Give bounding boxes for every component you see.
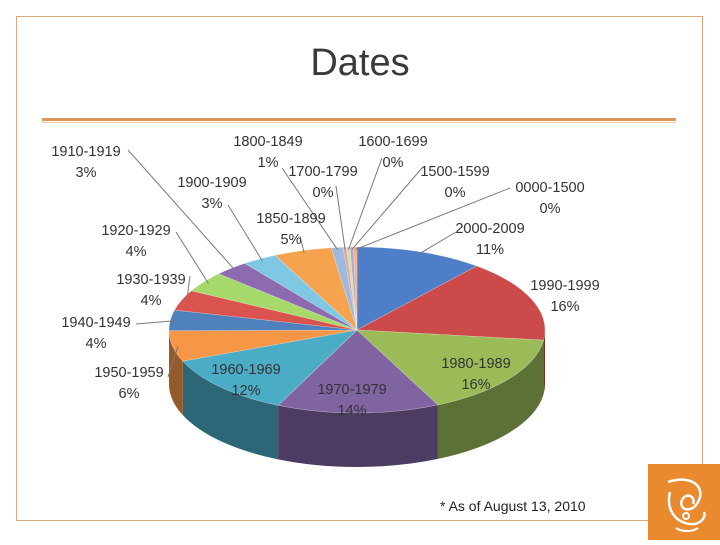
- slice-label-1910-1919: 1910-1919: [51, 144, 120, 160]
- slice-label-1500-1599: 1500-1599: [420, 164, 489, 180]
- slice-percent-1850-1899: 5%: [281, 232, 302, 248]
- slice-percent-1700-1799: 0%: [313, 185, 334, 201]
- slice-percent-1900-1909: 3%: [202, 196, 223, 212]
- slice-label-1800-1849: 1800-1849: [233, 134, 302, 150]
- slice-label-1970-1979: 1970-1979: [317, 382, 386, 398]
- slice-percent-1920-1929: 4%: [126, 244, 147, 260]
- logo-icon: [648, 464, 720, 540]
- slice-percent-1980-1989: 16%: [461, 377, 490, 393]
- footnote: * As of August 13, 2010: [440, 498, 586, 514]
- slice-label-1960-1969: 1960-1969: [211, 362, 280, 378]
- slice-label-0000-1500: 0000-1500: [515, 180, 584, 196]
- slice-label-1940-1949: 1940-1949: [61, 315, 130, 331]
- slice-percent-1940-1949: 4%: [86, 336, 107, 352]
- slice-percent-2000-2009: 11%: [476, 242, 504, 258]
- slice-percent-1800-1849: 1%: [258, 155, 279, 171]
- slice-percent-1930-1939: 4%: [141, 293, 162, 309]
- slice-percent-1910-1919: 3%: [76, 165, 97, 181]
- slice-label-1600-1699: 1600-1699: [358, 134, 427, 150]
- slice-percent-1600-1699: 0%: [383, 155, 404, 171]
- logo: [648, 464, 720, 540]
- slice-label-1920-1929: 1920-1929: [101, 223, 170, 239]
- leader-line-2000-2009: [419, 232, 456, 254]
- slice-label-1990-1999: 1990-1999: [530, 278, 599, 294]
- slice-label-1980-1989: 1980-1989: [441, 356, 510, 372]
- slice-label-1700-1799: 1700-1799: [288, 164, 357, 180]
- slice-percent-1960-1969: 12%: [231, 383, 260, 399]
- slice-label-1930-1939: 1930-1939: [116, 272, 185, 288]
- slice-percent-1990-1999: 16%: [550, 299, 579, 315]
- slice-percent-1970-1979: 14%: [337, 403, 366, 419]
- slice-label-1900-1909: 1900-1909: [177, 175, 246, 191]
- slice-label-1950-1959: 1950-1959: [94, 365, 163, 381]
- slice-label-1850-1899: 1850-1899: [256, 211, 325, 227]
- slice-label-2000-2009: 2000-2009: [455, 221, 524, 237]
- slice-percent-0000-1500: 0%: [540, 201, 561, 217]
- slice-percent-1950-1959: 6%: [119, 386, 140, 402]
- slice-percent-1500-1599: 0%: [445, 185, 466, 201]
- leader-line-1700-1799: [336, 186, 345, 250]
